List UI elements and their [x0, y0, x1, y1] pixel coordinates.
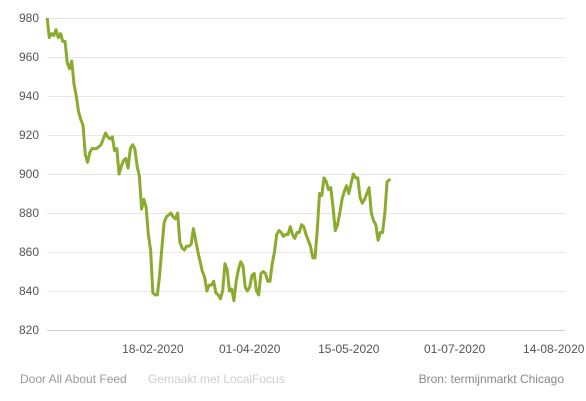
y-tick-label-920: 920	[19, 128, 39, 142]
series-line-0	[45, 18, 391, 303]
footer-credit: Door All About Feed	[20, 372, 127, 386]
y-tick-label-880: 880	[19, 206, 39, 220]
x-tick-label-2020-04-01: 01-04-2020	[219, 342, 281, 356]
grid-lines	[47, 18, 565, 331]
y-tick-label-900: 900	[19, 167, 39, 181]
footer-source: Bron: termijnmarkt Chicago	[418, 372, 564, 386]
y-tick-label-840: 840	[19, 284, 39, 298]
x-tick-label-2020-07-01: 01-07-2020	[424, 342, 486, 356]
series-lines	[45, 18, 391, 303]
footer-made-with[interactable]: Gemaakt met LocalFocus	[148, 372, 285, 386]
x-axis-tick-labels: 18-02-2020 01-04-2020 15-05-2020 01-07-2020…	[122, 342, 585, 356]
x-tick-label-2020-05-15: 15-05-2020	[318, 342, 380, 356]
x-tick-label-2020-02-18: 18-02-2020	[122, 342, 184, 356]
y-tick-label-980: 980	[19, 11, 39, 25]
y-tick-label-960: 960	[19, 50, 39, 64]
y-tick-label-820: 820	[19, 323, 39, 337]
y-tick-label-860: 860	[19, 245, 39, 259]
y-axis-tick-labels: 820 840 860 880 900 920 940 960 980	[19, 11, 39, 337]
y-tick-label-940: 940	[19, 89, 39, 103]
x-tick-label-2020-08-14: 14-08-2020	[523, 342, 585, 356]
